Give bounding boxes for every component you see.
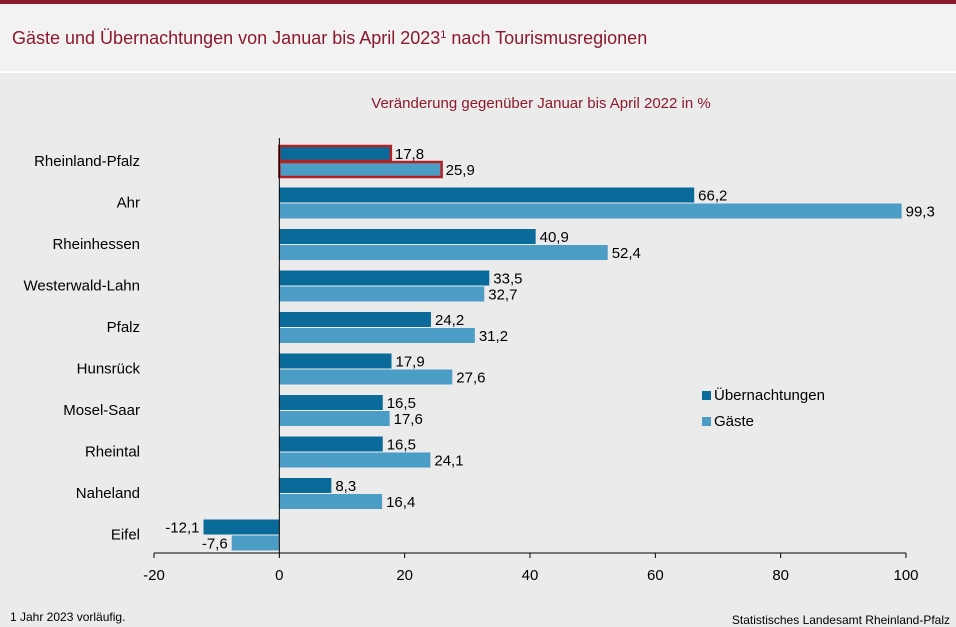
data-label: 24,1: [434, 453, 463, 470]
data-label: 27,6: [456, 370, 485, 387]
data-label: -12,1: [165, 520, 199, 537]
data-label: 33,5: [493, 271, 522, 288]
category-label-naheland: Naheland: [76, 485, 140, 502]
category-label-mosel-saar: Mosel-Saar: [63, 402, 140, 419]
data-label: 8,3: [335, 478, 356, 495]
bar-gaeste-rheinland-pfalz: [278, 160, 443, 179]
legend-swatch: [702, 391, 711, 400]
bar-gaeste-rheintal: [279, 452, 431, 468]
header-separator: [0, 71, 956, 73]
footnote-mark: 1: [440, 29, 447, 41]
bar-gaeste-rheinhessen: [279, 245, 608, 260]
category-label-rheintal: Rheintal: [85, 444, 140, 461]
category-label-eifel: Eifel: [111, 527, 140, 544]
source-text: Statistisches Landesamt Rheinland-Pfalz: [732, 613, 950, 627]
data-label: 25,9: [446, 162, 475, 179]
x-tick-label: -20: [143, 567, 165, 584]
chart-subtitle: Veränderung gegenüber Januar bis April 2…: [371, 95, 710, 112]
bar-uebernachtungen-rheinhessen: [279, 229, 536, 244]
bar-uebernachtungen-pfalz: [279, 312, 431, 327]
data-label: 52,4: [612, 245, 641, 262]
category-label-hunsr-ck: Hunsrück: [77, 361, 141, 378]
category-label-pfalz: Pfalz: [107, 319, 140, 336]
x-tick-label: 100: [893, 567, 918, 584]
bar-gaeste-mosel-saar: [279, 411, 390, 426]
category-label-westerwald-lahn: Westerwald-Lahn: [24, 278, 140, 295]
bar-uebernachtungen-naheland: [279, 478, 332, 493]
bar-gaeste-pfalz: [279, 328, 475, 343]
data-label: 17,8: [395, 146, 424, 163]
bar-gaeste-eifel: [231, 535, 280, 551]
page-title: Gäste und Übernachtungen von Januar bis …: [12, 28, 648, 48]
data-label: 16,5: [387, 437, 416, 454]
bar-uebernachtungen-ahr: [279, 187, 695, 203]
data-label: 17,9: [396, 354, 425, 371]
legend: Übernachtungen Gäste: [702, 386, 825, 430]
category-label-rheinhessen: Rheinhessen: [52, 236, 140, 253]
bar-gaeste-westerwald-lahn: [279, 286, 485, 302]
bar-uebernachtungen-rheinland-pfalz: [278, 144, 393, 163]
data-label: -7,6: [202, 536, 228, 553]
x-tick-label: 60: [647, 567, 664, 584]
x-tick-label: 0: [275, 567, 283, 584]
plot-area: Rheinland-Pfalz 17,8 25,9 Ahr 66,2 99,3 Rheinh…: [24, 138, 935, 584]
category-label-rheinland-pfalz: Rheinland-Pfalz: [34, 153, 140, 170]
bar-uebernachtungen-eifel: [203, 519, 280, 535]
data-label: 66,2: [698, 188, 727, 205]
bar-uebernachtungen-hunsr-ck: [279, 353, 392, 369]
legend-label: Übernachtungen: [714, 386, 825, 404]
bar-gaeste-naheland: [279, 494, 383, 509]
data-label: 24,2: [435, 312, 464, 329]
data-label: 99,3: [906, 204, 935, 221]
header: Gäste und Übernachtungen von Januar bis …: [0, 4, 956, 71]
bar-uebernachtungen-rheintal: [279, 436, 383, 452]
data-label: 17,6: [394, 411, 423, 428]
x-tick-label: 40: [522, 567, 539, 584]
bar-uebernachtungen-mosel-saar: [279, 395, 383, 410]
legend-swatch: [702, 417, 711, 426]
footnote-text: 1 Jahr 2023 vorläufig.: [10, 610, 125, 624]
data-label: 31,2: [479, 328, 508, 345]
data-label: 16,4: [386, 494, 415, 511]
top-accent-bar: [0, 0, 956, 4]
chart-panel: [0, 73, 956, 627]
data-label: 40,9: [540, 229, 569, 246]
bar-gaeste-ahr: [279, 203, 902, 219]
legend-label: Gäste: [714, 413, 754, 430]
bar-gaeste-hunsr-ck: [279, 369, 453, 385]
bar-uebernachtungen-westerwald-lahn: [279, 270, 490, 286]
data-label: 32,7: [488, 287, 517, 304]
data-label: 16,5: [387, 395, 416, 412]
x-tick-label: 20: [396, 567, 413, 584]
x-tick-label: 80: [772, 567, 789, 584]
category-label-ahr: Ahr: [117, 195, 140, 212]
